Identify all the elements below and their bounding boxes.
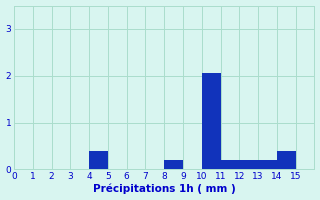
Bar xyxy=(258,160,277,169)
Bar xyxy=(164,160,183,169)
Bar xyxy=(202,73,220,169)
Bar xyxy=(277,151,296,169)
Bar xyxy=(89,151,108,169)
Bar xyxy=(239,160,258,169)
Bar xyxy=(220,160,239,169)
X-axis label: Précipitations 1h ( mm ): Précipitations 1h ( mm ) xyxy=(93,184,236,194)
